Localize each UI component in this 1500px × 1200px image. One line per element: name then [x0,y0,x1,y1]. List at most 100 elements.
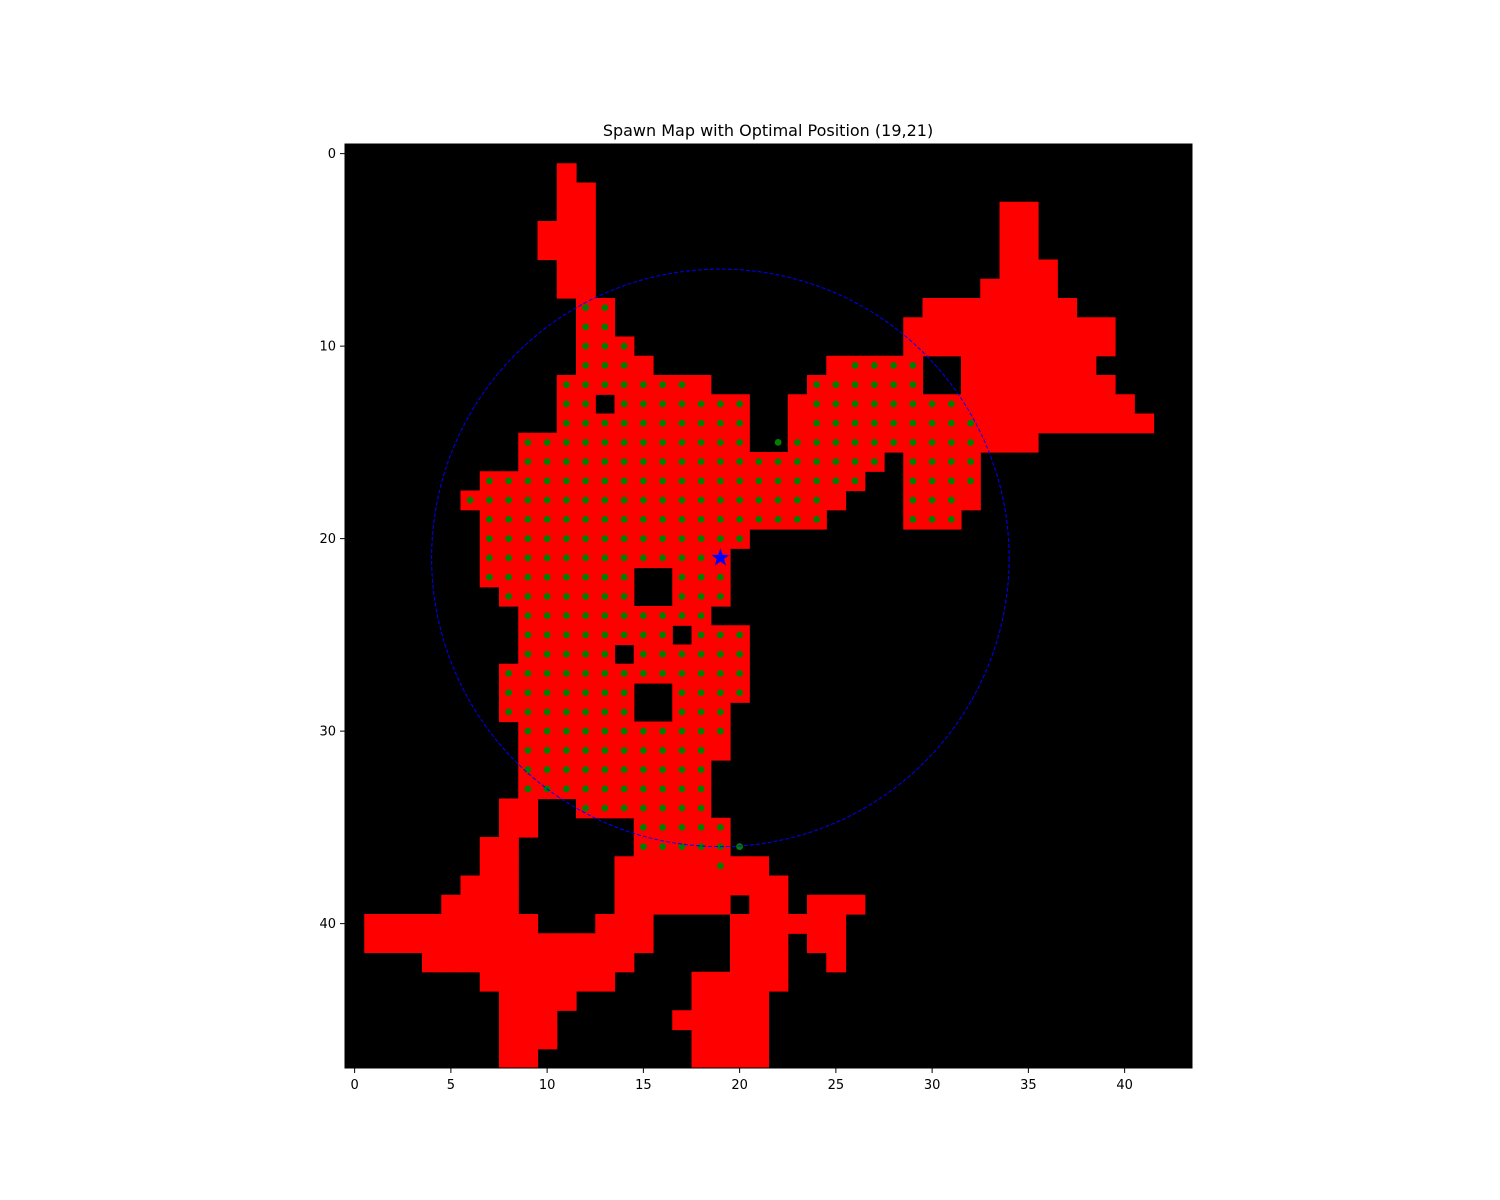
candidate-point [562,766,570,774]
candidate-point [601,419,609,427]
candidate-point [928,400,936,408]
candidate-point [562,631,570,639]
candidate-point [736,477,744,485]
walkable-cell [479,914,500,934]
candidate-point [639,746,647,754]
candidate-point [562,573,570,581]
walkable-cell [499,952,519,973]
candidate-point [562,381,570,389]
y-tick-label: 10 [319,340,336,355]
candidate-point [736,438,744,446]
walkable-cell [556,933,577,954]
candidate-point [678,381,686,389]
walkable-cell [1057,317,1078,338]
candidate-point [582,804,590,812]
walkable-cell [749,875,770,896]
walkable-cell [941,298,962,318]
candidate-point [582,438,590,446]
candidate-point [524,708,532,716]
candidate-point [659,843,667,851]
walkable-cell [749,914,770,934]
walkable-cell [1018,375,1039,395]
candidate-point [562,689,570,697]
walkable-cell [941,336,962,357]
candidate-point [909,400,917,408]
candidate-point [620,573,628,581]
walkable-cell [730,914,750,934]
walkable-cell [576,182,596,203]
walkable-cell [787,394,808,415]
walkable-cell [653,856,673,877]
candidate-point [524,766,532,774]
candidate-point [659,669,667,677]
candidate-point [716,727,724,735]
candidate-point [716,708,724,716]
candidate-point [524,515,532,523]
walkable-cell [980,413,1001,434]
walkable-cell [980,394,1001,415]
walkable-cell [499,837,519,857]
y-axis: 0 10 20 30 40 [319,147,345,932]
candidate-point [620,400,628,408]
candidate-point [620,708,628,716]
candidate-point [562,438,570,446]
candidate-point [697,438,705,446]
walkable-cell [537,933,558,954]
candidate-point [832,381,840,389]
walkable-cell [999,221,1020,241]
candidate-point [697,419,705,427]
candidate-point [562,708,570,716]
candidate-point [562,746,570,754]
walkable-cell [479,856,500,877]
walkable-cell [749,1010,770,1031]
walkable-cell [768,971,789,992]
candidate-point [716,592,724,600]
walkable-cell [749,894,770,915]
candidate-point [620,689,628,697]
candidate-point [890,381,898,389]
candidate-point [774,515,782,523]
candidate-point [505,477,513,485]
candidate-point [851,419,859,427]
candidate-point [659,823,667,831]
candidate-point [659,804,667,812]
candidate-point [639,823,647,831]
y-tick-label: 0 [328,147,336,162]
walkable-cell [711,1068,731,1088]
walkable-cell [1038,298,1058,318]
walkable-cell [499,817,519,838]
candidate-point [582,766,590,774]
walkable-cell [460,894,481,915]
candidate-point [524,612,532,620]
candidate-point [716,400,724,408]
candidate-point [620,631,628,639]
walkable-cell [576,221,596,241]
candidate-point [601,631,609,639]
candidate-point [582,515,590,523]
walkable-cell [383,914,404,934]
walkable-cell [537,971,558,992]
candidate-point [678,804,686,812]
candidate-point [582,381,590,389]
walkable-cell [1018,432,1039,453]
candidate-point [697,785,705,793]
candidate-point [543,612,551,620]
candidate-points-layer [466,304,975,870]
walkable-cell [1018,298,1039,318]
candidate-point [928,496,936,504]
walkable-cell [537,1029,558,1050]
candidate-point [909,381,917,389]
walkable-cell [961,336,981,357]
candidate-point [505,496,513,504]
candidate-point [697,804,705,812]
candidate-point [716,862,724,870]
candidate-point [562,554,570,562]
walkable-cell [537,991,558,1011]
candidate-point [582,323,590,331]
candidate-point [485,535,493,543]
candidate-point [639,554,647,562]
walkable-cell [518,991,539,1011]
candidate-point [582,669,590,677]
candidate-point [524,650,532,658]
walkable-cell [999,317,1020,338]
